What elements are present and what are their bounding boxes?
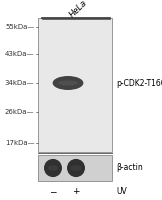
Text: 34kDa—: 34kDa— [5,80,34,86]
Ellipse shape [67,159,85,177]
Ellipse shape [71,165,81,171]
Text: p-CDK2-T160: p-CDK2-T160 [116,78,162,88]
Text: 17kDa—: 17kDa— [5,140,34,146]
Text: 26kDa—: 26kDa— [5,109,34,115]
Text: HeLa: HeLa [68,0,89,19]
Text: +: + [72,187,80,196]
Text: 43kDa—: 43kDa— [5,51,34,57]
Bar [38,18,112,152]
Bar [38,155,112,181]
Text: −: − [49,187,57,196]
Ellipse shape [44,159,62,177]
Ellipse shape [58,80,78,86]
Text: β-actin: β-actin [116,163,143,172]
Text: UV: UV [116,187,127,196]
Ellipse shape [53,76,83,90]
Ellipse shape [48,165,58,171]
Text: 55kDa—: 55kDa— [5,24,34,30]
